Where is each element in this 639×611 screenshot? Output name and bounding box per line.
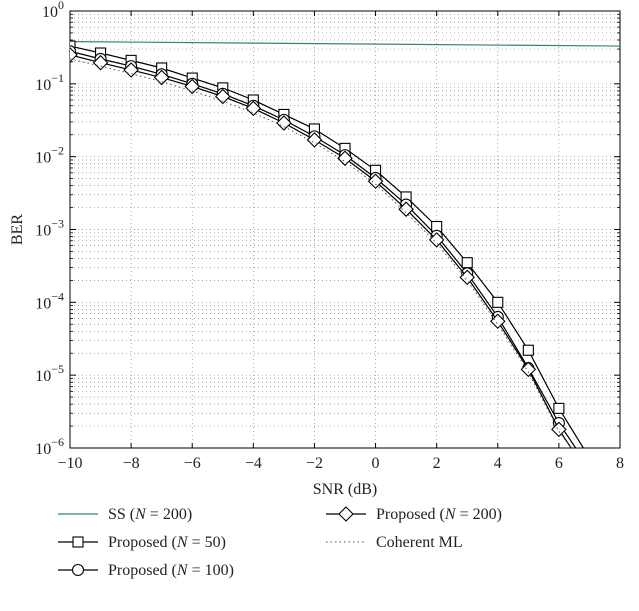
data-point xyxy=(461,257,473,269)
series-line xyxy=(70,50,577,448)
data-point xyxy=(276,115,292,131)
data-point xyxy=(367,173,384,190)
data-point xyxy=(214,88,231,105)
x-tick-label: −8 xyxy=(123,455,140,472)
plot-frame xyxy=(69,10,621,449)
legend-item: Coherent ML xyxy=(326,534,463,551)
data-point xyxy=(553,402,565,414)
series-0 xyxy=(70,41,620,47)
y-tick-label: 10−3 xyxy=(35,217,64,240)
grid xyxy=(70,11,620,448)
data-point xyxy=(522,344,534,356)
x-tick-label: 8 xyxy=(616,455,624,472)
series-line xyxy=(70,54,572,448)
y-tick-label: 10−5 xyxy=(35,362,64,385)
y-tick-label: 10−6 xyxy=(35,435,64,458)
legend-item: SS (N = 200) xyxy=(58,506,192,523)
x-tick-label: −4 xyxy=(245,455,262,472)
data-point xyxy=(492,296,504,308)
data-point xyxy=(337,150,353,167)
data-point xyxy=(489,313,506,330)
legend-item: Proposed (N = 200) xyxy=(326,506,502,523)
legend-label: Proposed (N = 200) xyxy=(376,506,502,523)
legend-item: Proposed (N = 100) xyxy=(58,562,234,579)
data-point xyxy=(551,421,567,438)
data-point xyxy=(70,47,78,63)
legend-label: Coherent ML xyxy=(376,534,463,551)
legend-marker xyxy=(338,506,354,522)
x-tick-label: 2 xyxy=(433,455,441,472)
legend-label: Proposed (N = 100) xyxy=(108,562,234,579)
y-tick-label: 10−2 xyxy=(35,144,64,167)
x-axis-label: SNR (dB) xyxy=(313,481,377,498)
series-3 xyxy=(70,47,572,448)
data-point xyxy=(398,201,414,217)
series-4 xyxy=(70,58,572,448)
series-1 xyxy=(70,40,584,448)
x-tick-label: 4 xyxy=(494,455,502,472)
x-tick-label: 6 xyxy=(555,455,563,472)
data-point xyxy=(428,232,445,248)
y-tick-label: 10−1 xyxy=(35,71,64,94)
series-layer xyxy=(70,40,620,448)
data-point xyxy=(123,62,139,78)
x-tick-label: −10 xyxy=(57,455,82,472)
data-point xyxy=(306,132,323,148)
legend-marker xyxy=(71,563,85,577)
x-tick-label: −6 xyxy=(184,455,201,472)
y-tick-label: 10−4 xyxy=(35,289,64,312)
series-line xyxy=(70,58,572,448)
y-axis-label: BER xyxy=(9,214,26,245)
series-2 xyxy=(70,45,577,448)
series-line xyxy=(70,41,620,47)
legend-label: Proposed (N = 50) xyxy=(108,534,226,551)
legend: SS (N = 200) Proposed (N = 50) Proposed (N… xyxy=(58,506,502,579)
data-point xyxy=(520,361,537,378)
data-point xyxy=(92,54,109,71)
legend-label: SS (N = 200) xyxy=(108,506,192,523)
axes: −10 −8 −6 −4 −2 0 2 4 6 8 10−6 10−5 10−4 10−3 10−2 10−1… xyxy=(35,0,624,472)
legend-item: Proposed (N = 50) xyxy=(58,534,226,551)
x-tick-label: −2 xyxy=(306,455,323,472)
x-tick-label: 0 xyxy=(372,455,380,472)
y-tick-label: 100 xyxy=(42,0,64,21)
data-point xyxy=(245,100,262,117)
legend-marker xyxy=(72,536,84,548)
series-line xyxy=(70,45,584,448)
